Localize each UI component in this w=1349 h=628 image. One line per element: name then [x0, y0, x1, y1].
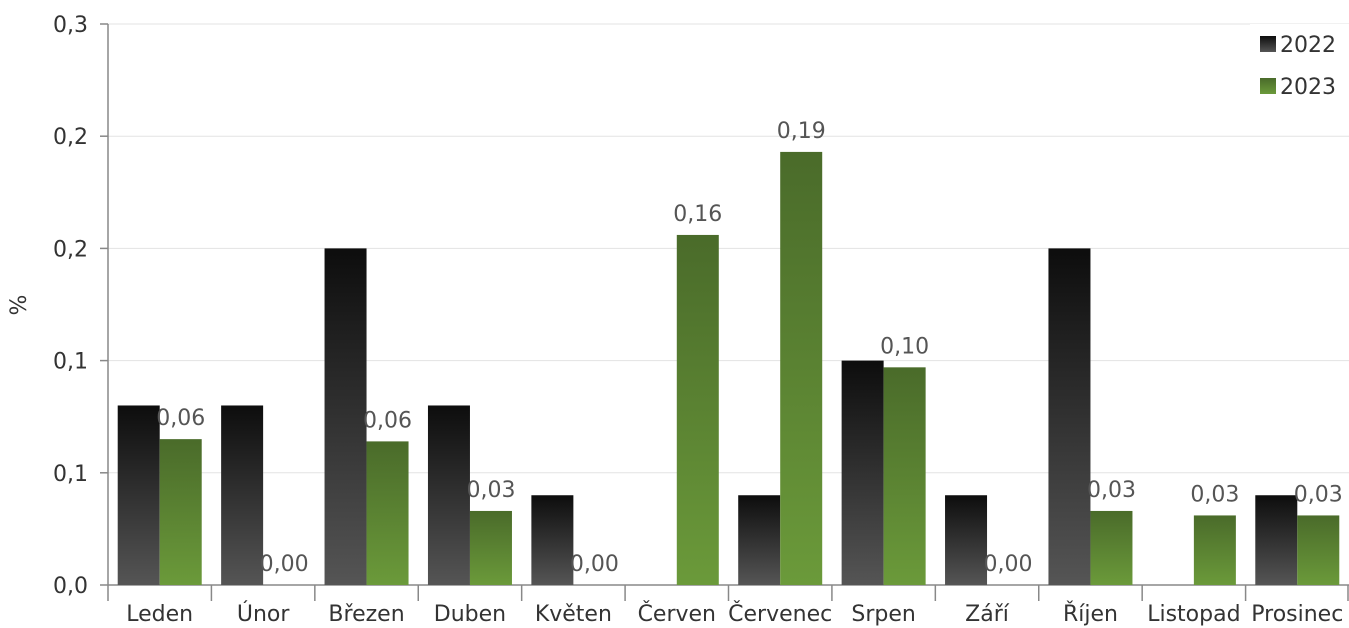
bar-2022-Prosinec [1255, 495, 1298, 585]
data-label: 0,03 [1294, 482, 1343, 507]
legend-label: 2022 [1280, 33, 1336, 58]
axes: 0,0 0,1 0,1 0,2 0,2 0,3% Leden Únor Březen Duben K… [7, 13, 1349, 627]
y-tick-label: 0,0 [53, 574, 88, 599]
bar-2023-Červenec [780, 151, 823, 585]
x-tick-label: Listopad [1147, 602, 1240, 627]
gridlines [108, 23, 1349, 474]
bar-2022-Leden [117, 405, 160, 585]
data-label: 0,03 [1087, 478, 1136, 503]
data-label: 0,00 [260, 552, 309, 577]
x-tick-label: Září [965, 602, 1010, 627]
x-tick-label: Únor [237, 601, 291, 627]
bar-2023-Listopad [1193, 515, 1236, 585]
bar-2023-Říjen [1090, 510, 1133, 585]
data-label: 0,10 [880, 334, 929, 359]
x-tick-label: Leden [126, 602, 193, 627]
data-label: 0,19 [777, 119, 826, 144]
x-tick-label: Duben [434, 602, 506, 627]
y-tick-label: 0,1 [53, 462, 88, 487]
y-tick-label: 0,1 [53, 350, 88, 375]
data-label: 0,00 [984, 552, 1033, 577]
bar-2023-Prosinec [1297, 515, 1340, 585]
legend-swatch-2023 [1260, 78, 1276, 94]
bar-2023-Březen [366, 441, 409, 585]
bar-2022-Říjen [1048, 248, 1091, 585]
bar-2022-Únor [221, 405, 264, 585]
legend-label: 2023 [1280, 75, 1336, 100]
x-tick-label: Březen [328, 602, 404, 627]
bars [117, 151, 1340, 585]
bar-2023-Srpen [883, 367, 926, 585]
bar-2023-Duben [469, 510, 512, 585]
legend-swatch-2022 [1260, 36, 1276, 52]
data-label: 0,06 [156, 406, 205, 431]
x-tick-label: Květen [535, 602, 612, 627]
legend: 2022 2023 [1250, 24, 1349, 108]
bar-2022-Duben [427, 405, 470, 585]
x-tick-label: Červen [638, 601, 716, 627]
bar-2022-Srpen [841, 360, 884, 585]
bar-2022-Březen [324, 248, 367, 585]
y-tick-label: 0,3 [53, 13, 88, 38]
y-tick-label: 0,2 [53, 237, 88, 262]
data-label: 0,06 [363, 408, 412, 433]
bar-2023-Červen [676, 234, 719, 585]
bar-2022-Září [945, 495, 988, 585]
data-label: 0,03 [1190, 482, 1239, 507]
data-label: 0,16 [673, 202, 722, 227]
x-tick-label: Říjen [1063, 601, 1118, 627]
bar-2022-Červenec [738, 495, 781, 585]
bar-2023-Leden [159, 439, 202, 585]
data-labels: 0,06 0,00 0,06 0,03 0,00 0,16 0,19 0,10 0,00 0,03… [156, 119, 1343, 577]
y-tick-label: 0,2 [53, 125, 88, 150]
x-tick-label: Prosinec [1251, 602, 1343, 627]
bar-2022-Květen [531, 495, 574, 585]
x-tick-label: Červenec [728, 601, 832, 627]
x-tick-label: Srpen [851, 602, 915, 627]
y-axis-title: % [7, 295, 32, 316]
data-label: 0,03 [466, 478, 515, 503]
data-label: 0,00 [570, 552, 619, 577]
